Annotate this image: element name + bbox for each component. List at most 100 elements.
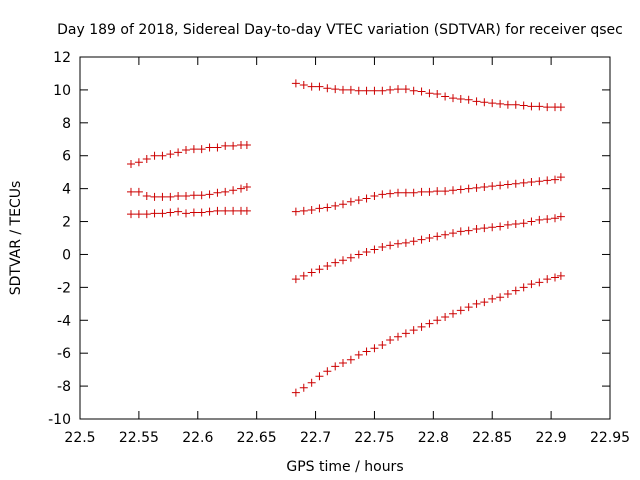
data-point xyxy=(126,210,135,219)
data-point xyxy=(417,322,426,331)
data-point xyxy=(299,80,308,89)
data-point xyxy=(150,209,159,218)
data-point xyxy=(354,350,363,359)
data-point xyxy=(134,210,143,219)
data-point xyxy=(535,215,544,224)
data-point xyxy=(386,85,395,94)
data-point xyxy=(197,191,206,200)
data-point xyxy=(362,247,371,256)
data-point xyxy=(315,372,324,381)
data-point xyxy=(221,206,230,215)
data-point xyxy=(472,183,481,192)
x-tick-label: 22.75 xyxy=(354,430,394,446)
data-point xyxy=(543,215,552,224)
data-point xyxy=(488,294,497,303)
data-point xyxy=(307,268,316,277)
data-point xyxy=(315,204,324,213)
data-point xyxy=(378,86,387,95)
data-point xyxy=(543,103,552,112)
data-point xyxy=(556,173,565,182)
data-point xyxy=(205,190,214,199)
data-point xyxy=(338,200,347,209)
y-tick-label: 4 xyxy=(62,182,71,198)
data-point xyxy=(441,187,450,196)
data-point xyxy=(503,289,512,298)
data-point xyxy=(213,143,222,152)
data-point xyxy=(242,182,251,191)
x-tick-label: 22.5 xyxy=(64,430,95,446)
data-point xyxy=(386,241,395,250)
data-point xyxy=(441,92,450,101)
data-point xyxy=(378,190,387,199)
data-point xyxy=(205,143,214,152)
data-point xyxy=(229,141,238,150)
data-point xyxy=(503,100,512,109)
data-point xyxy=(394,239,402,248)
data-point xyxy=(519,101,528,110)
data-point xyxy=(323,261,332,270)
y-tick-label: -10 xyxy=(48,412,71,428)
data-point xyxy=(174,148,183,157)
data-point xyxy=(394,85,402,94)
data-point xyxy=(409,326,418,335)
data-point xyxy=(543,176,552,185)
data-point xyxy=(496,99,505,108)
data-point xyxy=(480,182,489,191)
y-tick-label: -2 xyxy=(57,280,71,296)
data-point xyxy=(189,208,198,217)
data-point xyxy=(409,188,418,197)
data-point xyxy=(556,103,565,112)
y-tick-label: 12 xyxy=(53,50,71,66)
data-point xyxy=(535,102,544,111)
data-point xyxy=(370,245,379,254)
data-point xyxy=(556,271,565,280)
data-point xyxy=(527,102,536,111)
data-point xyxy=(174,207,183,216)
data-point xyxy=(166,208,175,217)
y-tick-label: 6 xyxy=(62,149,71,165)
data-point xyxy=(488,223,497,232)
data-point xyxy=(386,336,395,345)
data-point xyxy=(386,189,395,198)
data-point xyxy=(527,217,536,226)
data-point xyxy=(496,222,505,231)
x-axis-label: GPS time / hours xyxy=(286,459,403,475)
x-tick-label: 22.85 xyxy=(472,430,512,446)
data-point xyxy=(394,332,402,341)
data-point xyxy=(503,220,512,229)
data-point xyxy=(401,188,410,197)
data-point xyxy=(291,79,300,88)
data-point xyxy=(449,309,458,318)
data-point xyxy=(503,180,512,189)
data-point xyxy=(331,85,340,94)
data-point xyxy=(182,209,190,218)
data-point xyxy=(480,224,489,233)
data-point xyxy=(417,235,426,244)
data-point xyxy=(307,378,316,387)
data-point xyxy=(441,230,450,239)
y-tick-label: 0 xyxy=(62,247,71,263)
data-point xyxy=(205,207,214,216)
data-point xyxy=(464,95,473,104)
chart-title: Day 189 of 2018, Sidereal Day-to-day VTE… xyxy=(57,22,623,38)
data-point xyxy=(488,182,497,191)
data-point xyxy=(229,186,238,195)
data-point xyxy=(142,192,151,201)
data-point xyxy=(472,97,481,106)
data-point xyxy=(323,203,332,212)
data-point xyxy=(307,206,316,215)
data-point xyxy=(362,86,371,95)
data-point xyxy=(142,155,151,164)
data-point xyxy=(511,286,520,295)
data-point xyxy=(150,151,159,160)
data-point xyxy=(197,208,206,217)
data-point xyxy=(472,299,481,308)
data-point xyxy=(221,187,230,196)
data-point xyxy=(338,85,347,94)
data-point xyxy=(291,207,300,216)
data-point xyxy=(456,94,465,103)
data-point xyxy=(229,206,238,215)
y-tick-label: 10 xyxy=(53,83,71,99)
data-point xyxy=(527,178,536,187)
